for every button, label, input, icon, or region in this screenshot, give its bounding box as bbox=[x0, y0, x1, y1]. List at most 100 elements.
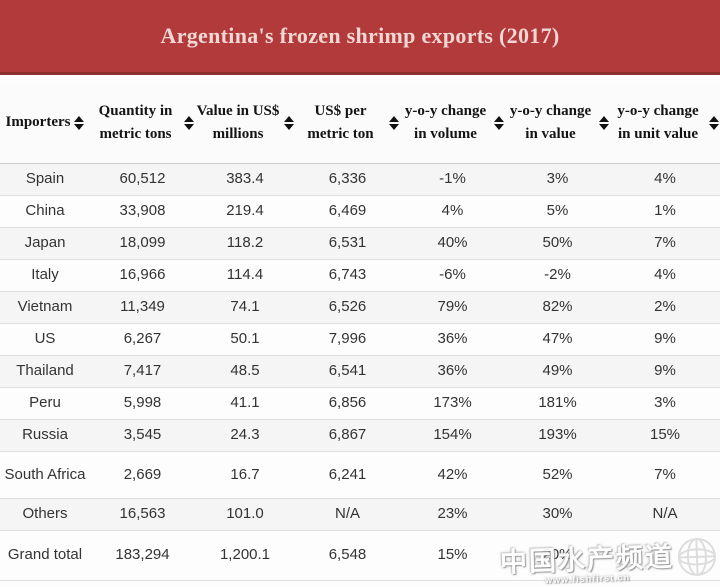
table-cell: 7,417 bbox=[90, 355, 195, 388]
table-cell: 49% bbox=[505, 355, 610, 388]
sort-icon[interactable] bbox=[389, 115, 399, 130]
table-cell: 1% bbox=[610, 195, 720, 228]
table-cell: 5% bbox=[505, 195, 610, 228]
table-cell: 6,267 bbox=[90, 323, 195, 356]
table-cell: 50.1 bbox=[195, 323, 295, 356]
table-cell: 15% bbox=[610, 419, 720, 452]
table-cell: 118.2 bbox=[195, 227, 295, 260]
table-cell: 1,200.1 bbox=[195, 530, 295, 581]
table-cell: 9% bbox=[610, 355, 720, 388]
table-cell: 219.4 bbox=[195, 195, 295, 228]
table-cell: 6,856 bbox=[295, 387, 400, 420]
column-header-value[interactable]: Value in US$ millions bbox=[195, 83, 295, 164]
table-cell: 36% bbox=[400, 323, 505, 356]
table-cell: 40% bbox=[400, 227, 505, 260]
column-header-yoy-volume[interactable]: y-o-y change in volume bbox=[400, 83, 505, 164]
table-cell: N/A bbox=[610, 498, 720, 531]
importer-cell: China bbox=[0, 195, 90, 228]
table-cell: -1% bbox=[400, 163, 505, 196]
table-header-row: Importers Quantity in metric tons Value in… bbox=[0, 83, 720, 164]
importer-cell: Italy bbox=[0, 259, 90, 292]
table-cell: 82% bbox=[505, 291, 610, 324]
table-cell: 6,531 bbox=[295, 227, 400, 260]
table-row: Thailand 7,417 48.5 6,541 36% 49% 9% bbox=[0, 355, 720, 388]
table-cell: 52% bbox=[505, 451, 610, 499]
table-cell: 6,336 bbox=[295, 163, 400, 196]
importer-cell: Grand total bbox=[0, 530, 90, 581]
table-cell: 42% bbox=[400, 451, 505, 499]
table-cell: 383.4 bbox=[195, 163, 295, 196]
column-header-quantity[interactable]: Quantity in metric tons bbox=[90, 83, 195, 164]
table-cell: 79% bbox=[400, 291, 505, 324]
table-cell: 114.4 bbox=[195, 259, 295, 292]
table-row: Others 16,563 101.0 N/A 23% 30% N/A bbox=[0, 498, 720, 531]
table-cell: 7% bbox=[610, 227, 720, 260]
table-row: Vietnam 11,349 74.1 6,526 79% 82% 2% bbox=[0, 291, 720, 324]
column-header-label: Quantity in metric tons bbox=[98, 102, 173, 142]
column-header-label: US$ per metric ton bbox=[307, 102, 374, 142]
page-title: Argentina's frozen shrimp exports (2017) bbox=[160, 23, 560, 48]
table-cell: 47% bbox=[505, 323, 610, 356]
table-cell: 36% bbox=[400, 355, 505, 388]
title-bar: Argentina's frozen shrimp exports (2017) bbox=[0, 0, 720, 75]
table-row: Italy 16,966 114.4 6,743 -6% -2% 4% bbox=[0, 259, 720, 292]
table-row: Peru 5,998 41.1 6,856 173% 181% 3% bbox=[0, 387, 720, 420]
column-header-label: y-o-y change in unit value bbox=[617, 102, 699, 142]
table-row: Japan 18,099 118.2 6,531 40% 50% 7% bbox=[0, 227, 720, 260]
table-row: Grand total 183,294 1,200.1 6,548 15% 20% bbox=[0, 530, 720, 581]
column-header-yoy-unit-value[interactable]: y-o-y change in unit value bbox=[610, 83, 720, 164]
table-cell: 173% bbox=[400, 387, 505, 420]
sort-icon[interactable] bbox=[184, 115, 194, 130]
table-cell: 3% bbox=[610, 387, 720, 420]
column-header-importers[interactable]: Importers bbox=[0, 83, 90, 164]
table-cell: 2,669 bbox=[90, 451, 195, 499]
importer-cell: Peru bbox=[0, 387, 90, 420]
table-cell: N/A bbox=[295, 498, 400, 531]
table-cell: 6,867 bbox=[295, 419, 400, 452]
table-cell: 20% bbox=[505, 530, 610, 581]
column-header-label: Value in US$ millions bbox=[196, 102, 280, 142]
table-cell: 30% bbox=[505, 498, 610, 531]
column-header-yoy-value[interactable]: y-o-y change in value bbox=[505, 83, 610, 164]
table-cell: 181% bbox=[505, 387, 610, 420]
table-cell: 60,512 bbox=[90, 163, 195, 196]
column-header-usd-per-metric-ton[interactable]: US$ per metric ton bbox=[295, 83, 400, 164]
table-cell: 41.1 bbox=[195, 387, 295, 420]
table-cell: 23% bbox=[400, 498, 505, 531]
table-row: Spain 60,512 383.4 6,336 -1% 3% 4% bbox=[0, 163, 720, 196]
sort-icon[interactable] bbox=[74, 115, 85, 130]
table-cell: 7% bbox=[610, 451, 720, 499]
column-header-label: y-o-y change in volume bbox=[404, 102, 487, 142]
importer-cell: Vietnam bbox=[0, 291, 90, 324]
sort-icon[interactable] bbox=[599, 115, 609, 130]
table-cell: 24.3 bbox=[195, 419, 295, 452]
table-cell: -2% bbox=[505, 259, 610, 292]
sort-icon[interactable] bbox=[709, 115, 719, 130]
table-cell: -6% bbox=[400, 259, 505, 292]
table-cell: 6,548 bbox=[295, 530, 400, 581]
table-cell: 6,469 bbox=[295, 195, 400, 228]
importer-cell: Japan bbox=[0, 227, 90, 260]
table-cell: 7,996 bbox=[295, 323, 400, 356]
table-cell: 3,545 bbox=[90, 419, 195, 452]
table-cell: 48.5 bbox=[195, 355, 295, 388]
sort-icon[interactable] bbox=[284, 115, 294, 130]
table-cell: 16,563 bbox=[90, 498, 195, 531]
table-row: Russia 3,545 24.3 6,867 154% 193% 15% bbox=[0, 419, 720, 452]
table-cell: 50% bbox=[505, 227, 610, 260]
importer-cell: Spain bbox=[0, 163, 90, 196]
table-cell: 4% bbox=[610, 163, 720, 196]
sort-icon[interactable] bbox=[494, 115, 504, 130]
importer-cell: South Africa bbox=[0, 451, 90, 499]
table-cell: 6,743 bbox=[295, 259, 400, 292]
importer-cell: Others bbox=[0, 498, 90, 531]
column-header-label: y-o-y change in value bbox=[509, 102, 592, 142]
table-cell: 5,998 bbox=[90, 387, 195, 420]
table-cell: 6,241 bbox=[295, 451, 400, 499]
table-cell: 154% bbox=[400, 419, 505, 452]
table-cell: 3% bbox=[505, 163, 610, 196]
table-cell: 18,099 bbox=[90, 227, 195, 260]
column-header-label: Importers bbox=[5, 114, 71, 131]
table-cell: 16.7 bbox=[195, 451, 295, 499]
importer-cell: US bbox=[0, 323, 90, 356]
